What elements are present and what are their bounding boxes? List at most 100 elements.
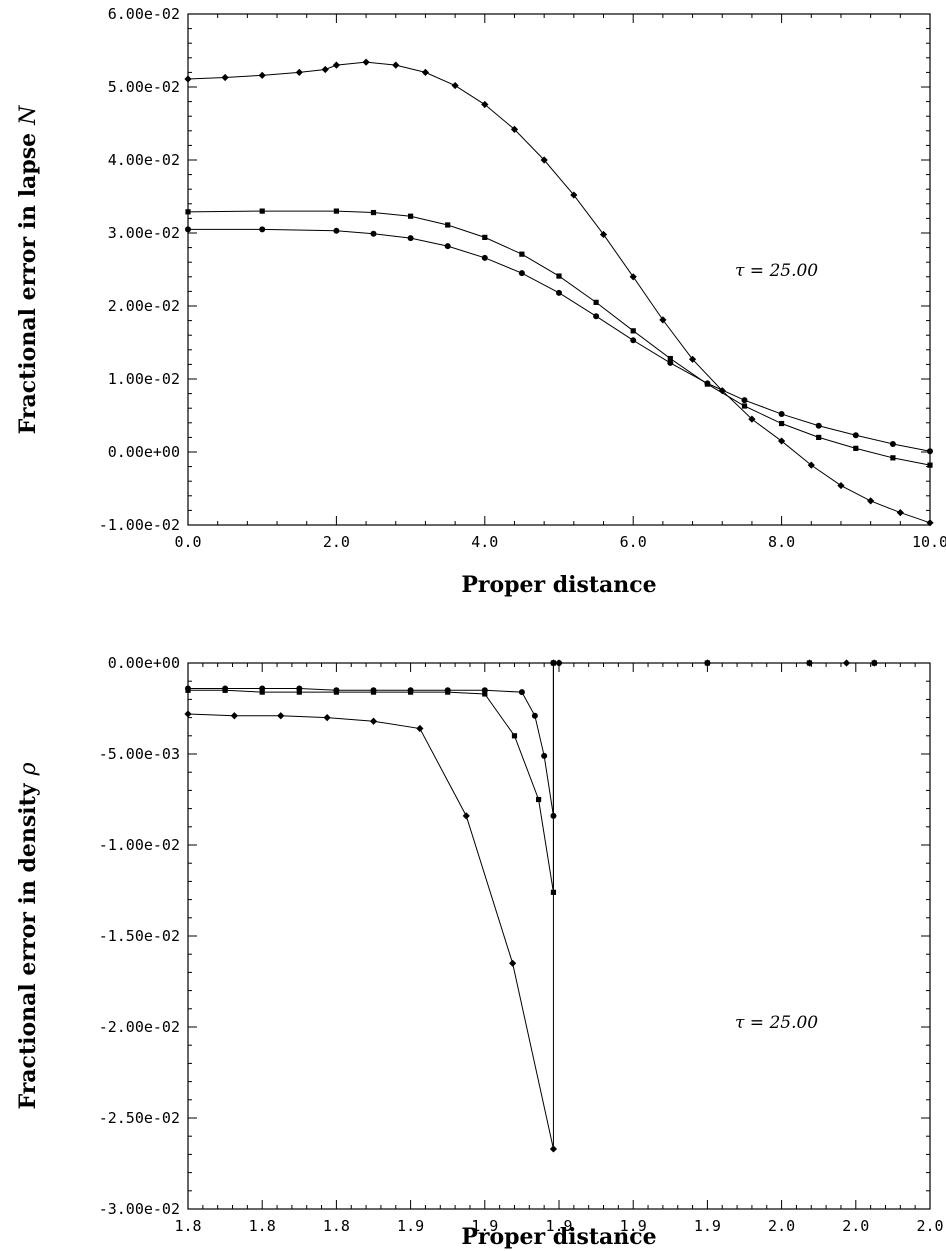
data-point: [688, 355, 697, 363]
x-tick-label: 1.8: [323, 1217, 350, 1235]
density-error-chart: 1.8 1.8 1.8 1.9 1.9 1.9 1.9 1.9 2.0 2.0 2.0 0.00e+…: [15, 654, 944, 1250]
data-point: [482, 234, 488, 240]
y-axis-title-symbol: N: [16, 105, 41, 126]
y-tick-label: 0.00e+00: [108, 443, 180, 461]
data-point: [333, 227, 340, 234]
x-tick-label: 2.0: [768, 1217, 795, 1235]
data-point: [258, 71, 266, 79]
data-point: [333, 208, 339, 214]
data-point: [481, 254, 488, 261]
series-circle: [185, 660, 878, 819]
series-line: [188, 228, 931, 452]
series-group: [184, 659, 878, 1153]
x-axis-title: Proper distance: [461, 572, 656, 598]
x-tick-label: 2.0: [842, 1217, 869, 1235]
series-diamond: [184, 58, 934, 527]
data-point: [518, 689, 525, 696]
y-axis-title-text: Fractional error in lapse: [15, 133, 41, 434]
data-point: [462, 812, 470, 820]
data-point: [550, 889, 557, 895]
data-point: [259, 689, 265, 695]
data-point: [362, 58, 370, 66]
lapse-error-chart: 0.0 2.0 4.0 6.0 8.0 10.0 6.00e-02 5.00e-02 4.00…: [15, 5, 946, 598]
data-point: [890, 455, 896, 461]
data-point: [230, 712, 238, 720]
data-point: [259, 685, 266, 692]
data-point: [323, 714, 331, 722]
x-tick-label: 1.8: [249, 1217, 276, 1235]
data-point: [927, 462, 933, 468]
axis-ticks: [187, 13, 931, 526]
data-point: [185, 209, 191, 215]
data-point: [277, 712, 285, 720]
data-point: [815, 422, 822, 429]
x-tick-label: 1.9: [471, 1217, 498, 1235]
data-point: [778, 437, 786, 445]
x-tick-label: 1.9: [397, 1217, 424, 1235]
data-point: [518, 270, 525, 277]
data-point: [741, 403, 748, 409]
x-tick-labels: 1.8 1.8 1.8 1.9 1.9 1.9 1.9 1.9 2.0 2.0 2.0: [174, 1217, 943, 1235]
data-point: [535, 796, 542, 803]
data-point: [549, 1145, 558, 1153]
data-point: [593, 299, 599, 305]
data-point: [185, 685, 191, 692]
data-point: [370, 209, 377, 216]
plot-frame: [187, 13, 931, 526]
x-tick-label: 2.0: [916, 1217, 943, 1235]
series-square: [185, 208, 933, 468]
y-tick-label: 4.00e-02: [108, 151, 180, 169]
data-point: [667, 359, 674, 366]
series-square: [185, 660, 877, 895]
data-point: [259, 208, 265, 214]
data-point: [630, 328, 636, 334]
y-tick-label: -5.00e-03: [99, 745, 180, 763]
series-line: [188, 662, 875, 893]
data-point: [296, 689, 302, 695]
data-point: [556, 660, 562, 666]
data-point: [184, 710, 192, 718]
data-point: [510, 125, 519, 133]
x-tick-label: 10.0: [912, 533, 946, 551]
data-point: [481, 687, 488, 694]
data-point: [481, 100, 489, 109]
data-point: [531, 712, 538, 719]
x-tick-label: 2.0: [323, 533, 350, 551]
y-tick-label: -1.00e-02: [99, 836, 180, 854]
data-point: [451, 81, 459, 90]
data-point: [779, 420, 785, 427]
data-point: [556, 289, 562, 296]
data-point: [704, 380, 711, 387]
data-point: [259, 226, 266, 233]
y-tick-label: -2.50e-02: [99, 1109, 180, 1127]
data-point: [333, 687, 340, 694]
data-point: [778, 411, 785, 418]
data-point: [408, 213, 414, 219]
y-tick-label: 5.00e-02: [108, 78, 180, 96]
data-point: [407, 687, 414, 694]
x-tick-label: 4.0: [471, 533, 498, 551]
data-point: [926, 519, 934, 527]
tau-annotation: τ = 25.00: [735, 261, 818, 281]
data-point: [519, 251, 525, 257]
series-line: [188, 662, 875, 816]
y-tick-label: 3.00e-02: [108, 224, 180, 242]
data-point: [630, 337, 637, 344]
data-point: [704, 660, 711, 666]
data-point: [509, 959, 517, 967]
data-point: [853, 445, 859, 451]
y-tick-label: 1.00e-02: [108, 370, 180, 388]
y-tick-label: -2.00e-02: [99, 1018, 180, 1036]
data-point: [896, 508, 904, 517]
data-point: [540, 156, 548, 164]
tau-annotation: τ = 25.00: [735, 1013, 818, 1033]
data-point: [445, 222, 451, 228]
x-tick-label: 6.0: [620, 533, 647, 551]
series-line: [187, 662, 875, 1150]
x-tick-label: 1.9: [694, 1217, 721, 1235]
data-point: [748, 415, 756, 423]
data-point: [416, 724, 424, 733]
y-tick-label: 0.00e+00: [108, 654, 180, 672]
data-point: [816, 434, 822, 440]
